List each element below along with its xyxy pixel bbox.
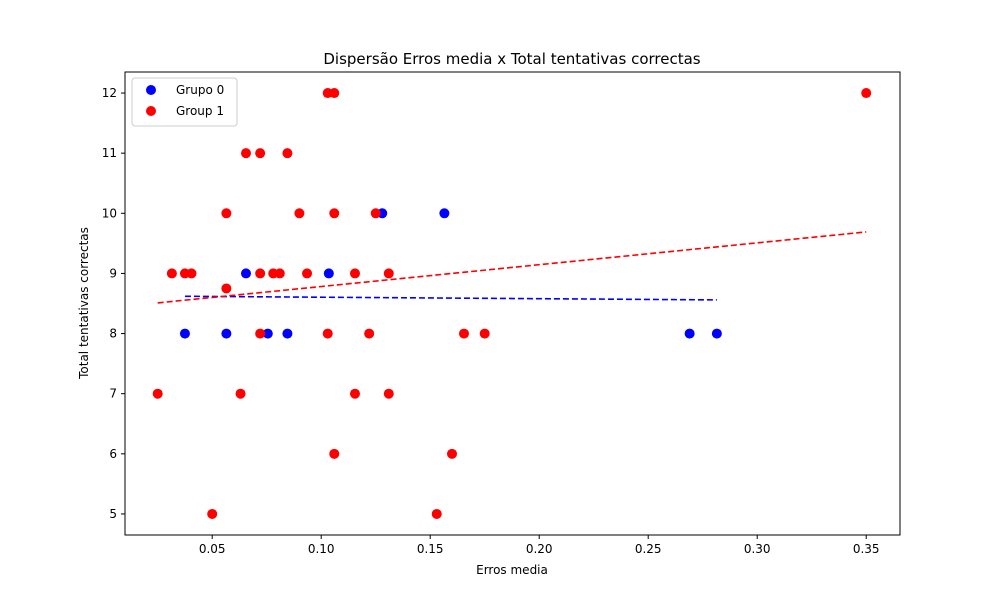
- x-tick-label: 0.15: [417, 542, 444, 556]
- data-point: [349, 388, 360, 399]
- x-tick-label: 0.30: [744, 542, 771, 556]
- data-point: [282, 328, 293, 339]
- legend-box: [131, 77, 238, 127]
- data-point: [255, 328, 266, 339]
- data-point: [329, 88, 340, 99]
- data-point: [302, 268, 313, 279]
- data-point: [235, 388, 246, 399]
- data-point: [370, 208, 381, 219]
- trend-line: [184, 295, 717, 301]
- data-point: [255, 148, 266, 159]
- data-point: [207, 508, 218, 519]
- y-tick-label: 6: [109, 447, 117, 461]
- data-point: [282, 148, 293, 159]
- data-point: [240, 148, 251, 159]
- y-tick-label: 9: [109, 266, 117, 280]
- data-point: [383, 388, 394, 399]
- data-point: [322, 328, 333, 339]
- data-point: [329, 448, 340, 459]
- data-point: [179, 328, 190, 339]
- data-point: [152, 388, 163, 399]
- data-point: [255, 268, 266, 279]
- data-point: [458, 328, 469, 339]
- y-axis: 5 6 7 8 9 10 11 12: [102, 86, 125, 521]
- plot-frame: [124, 71, 901, 536]
- data-point: [221, 208, 232, 219]
- data-point: [221, 283, 232, 294]
- data-point: [711, 328, 722, 339]
- data-point: [349, 268, 360, 279]
- legend-marker: [146, 106, 156, 116]
- data-point: [323, 268, 334, 279]
- trend-line: [157, 231, 867, 304]
- data-point: [329, 208, 340, 219]
- data-point: [186, 268, 197, 279]
- y-tick-label: 11: [102, 146, 117, 160]
- legend-label: Group 1: [176, 104, 224, 118]
- legend: Grupo 0 Group 1: [131, 77, 238, 127]
- data-point: [447, 448, 458, 459]
- chart-title: Dispersão Erros media x Total tentativas…: [323, 50, 700, 68]
- data-point: [240, 268, 251, 279]
- y-tick-label: 7: [109, 387, 117, 401]
- data-point: [166, 268, 177, 279]
- data-point: [274, 268, 285, 279]
- x-axis-label: Erros media: [476, 563, 548, 577]
- plot-area: [152, 88, 872, 519]
- data-point: [294, 208, 305, 219]
- x-tick-label: 0.35: [853, 542, 880, 556]
- data-point: [221, 328, 232, 339]
- x-tick-label: 0.25: [635, 542, 662, 556]
- x-tick-label: 0.20: [526, 542, 553, 556]
- data-point: [383, 268, 394, 279]
- data-point: [431, 508, 442, 519]
- y-tick-label: 10: [102, 206, 117, 220]
- x-tick-label: 0.10: [308, 542, 335, 556]
- data-point: [861, 88, 872, 99]
- y-axis-label: Total tentativas correctas: [77, 227, 91, 380]
- y-tick-label: 12: [102, 86, 117, 100]
- data-point: [439, 208, 450, 219]
- y-tick-label: 5: [109, 507, 117, 521]
- data-point: [262, 328, 273, 339]
- data-point: [684, 328, 695, 339]
- x-tick-label: 0.05: [199, 542, 226, 556]
- legend-marker: [146, 85, 156, 95]
- y-tick-label: 8: [109, 327, 117, 341]
- legend-label: Grupo 0: [176, 83, 224, 97]
- data-point: [364, 328, 375, 339]
- x-axis: 0.05 0.10 0.15 0.20 0.25 0.30 0.35: [199, 535, 880, 556]
- data-point: [479, 328, 490, 339]
